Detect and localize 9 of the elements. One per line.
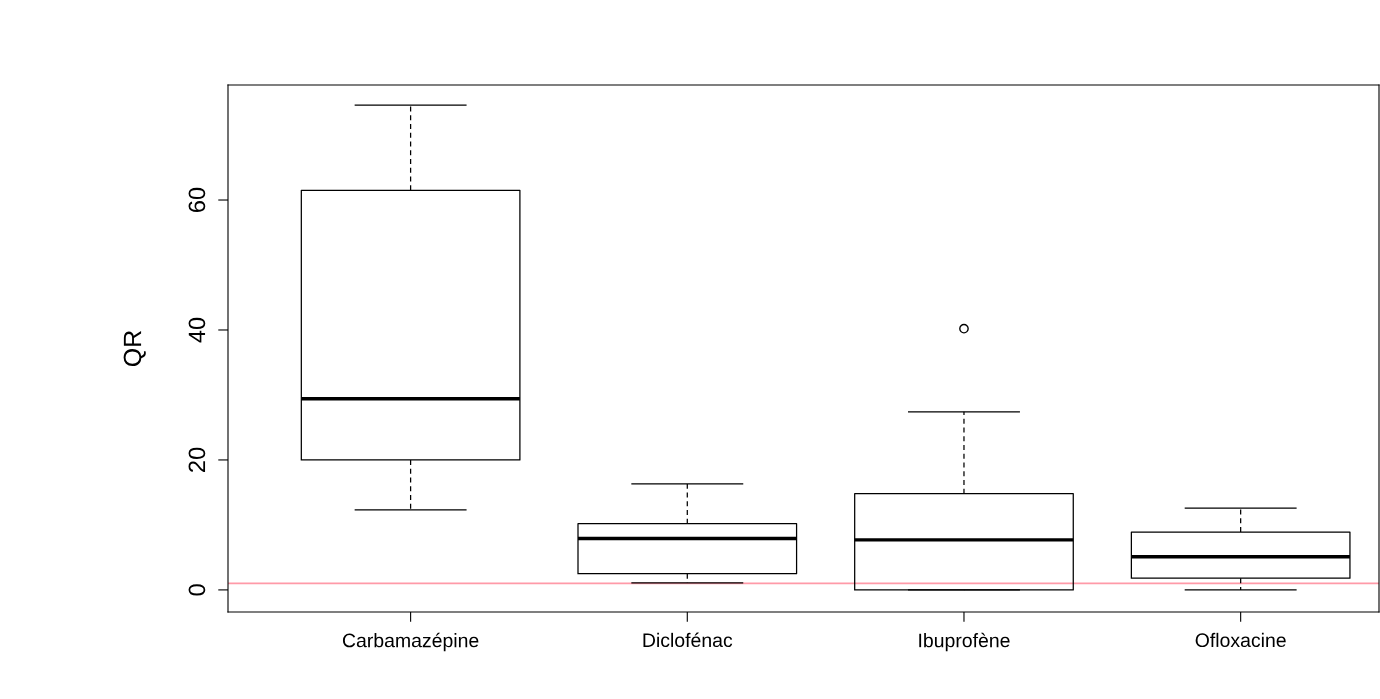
x-tick-label: Ibuprofène (919, 632, 1010, 652)
y-axis-title: QR (123, 330, 146, 367)
y-tick-label: 0 (188, 584, 206, 596)
y-tick-label: 60 (188, 187, 206, 212)
x-tick-label: Ofloxacine (1195, 632, 1286, 648)
y-tick-label: 20 (188, 447, 206, 472)
x-tick-label: Diclofénac (643, 632, 733, 648)
y-tick-label: 40 (188, 317, 206, 343)
x-tick-label: Carbamazépine (342, 632, 479, 652)
